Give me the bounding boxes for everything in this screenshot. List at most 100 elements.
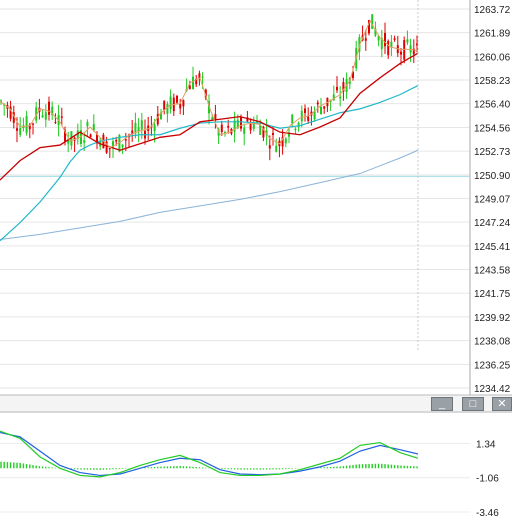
candle-body — [92, 124, 95, 131]
candle-body — [272, 132, 274, 135]
price-tick-label: 1236.25 — [474, 360, 511, 371]
candle-body — [288, 132, 290, 137]
candle-body — [358, 37, 361, 52]
candle-body — [115, 139, 118, 142]
candle-body — [137, 127, 140, 132]
price-tick-label: 1245.41 — [474, 242, 511, 253]
candle-body — [169, 96, 172, 109]
ma-fast-line — [0, 19, 419, 149]
candle-body — [41, 115, 44, 118]
moving-averages — [0, 19, 419, 242]
candle-body — [297, 122, 300, 128]
candle-body — [9, 106, 12, 119]
candle-body — [246, 117, 249, 122]
candle-body — [211, 117, 214, 120]
candle-body — [220, 124, 223, 133]
price-tick-label: 1234.42 — [474, 384, 511, 395]
candle-body — [281, 137, 284, 147]
candle-body — [44, 112, 47, 120]
candle-body — [352, 72, 354, 79]
price-tick-label: 1261.89 — [474, 29, 511, 40]
candle-body — [131, 130, 134, 134]
candle-body — [275, 145, 278, 152]
candle-body — [323, 106, 326, 109]
candle-body — [227, 125, 230, 128]
candle-body — [214, 114, 217, 121]
candle-body — [182, 100, 185, 107]
candle-body — [86, 122, 89, 127]
candle-body — [25, 116, 28, 133]
candle-body — [108, 147, 111, 150]
ma-long-line — [0, 149, 419, 241]
maximize-button[interactable]: □ — [462, 397, 484, 411]
candle-body — [32, 123, 34, 125]
price-tick-label: 1260.06 — [474, 52, 511, 63]
candle-body — [236, 119, 239, 129]
candle-body — [16, 128, 18, 131]
candle-body — [291, 114, 294, 124]
indicator-axis-ticks: 1.34 -1.06 -3.46 — [476, 439, 499, 519]
candle-body — [83, 140, 86, 143]
candle-body — [124, 139, 127, 141]
candle-body — [307, 116, 310, 121]
candle-body — [249, 123, 252, 131]
candle-body — [377, 35, 380, 41]
candle-body — [374, 28, 377, 36]
price-tick-label: 1256.40 — [474, 100, 511, 111]
candle-body — [67, 139, 70, 144]
candle-body — [19, 128, 22, 135]
candle-body — [380, 38, 383, 50]
candle-body — [387, 40, 390, 56]
candle-body — [371, 14, 374, 29]
candle-body — [384, 32, 386, 47]
minimize-button[interactable]: _ — [431, 397, 453, 411]
candle-body — [102, 134, 105, 149]
candle-body — [156, 113, 159, 125]
candle-body — [243, 127, 246, 134]
indicator-tick-label: 1.34 — [476, 439, 496, 450]
candle-body — [96, 134, 98, 144]
candle-body — [60, 116, 63, 118]
candle-body — [332, 94, 335, 101]
price-tick-label: 1241.75 — [474, 289, 511, 300]
candle-body — [342, 82, 345, 92]
candle-body — [35, 107, 38, 121]
candle-body — [112, 141, 114, 148]
candle-body — [259, 124, 262, 136]
candle-body — [393, 38, 396, 40]
candle-body — [48, 101, 50, 115]
price-tick-label: 1252.73 — [474, 147, 511, 158]
candle-body — [166, 104, 169, 114]
candle-body — [204, 89, 207, 98]
macd-line — [0, 431, 419, 477]
candle-body — [80, 130, 82, 145]
price-tick-label: 1243.58 — [474, 266, 511, 277]
candle-body — [316, 102, 319, 105]
candle-body — [224, 132, 226, 134]
candle-body — [304, 108, 306, 114]
candle-body — [284, 138, 287, 144]
price-tick-label: 1238.08 — [474, 337, 511, 348]
indicator-tick-label: -3.46 — [476, 508, 499, 519]
candle-body — [179, 103, 182, 109]
candle-body — [265, 130, 268, 136]
price-tick-label: 1239.92 — [474, 313, 511, 324]
candle-body — [240, 117, 242, 129]
candle-body — [262, 126, 265, 138]
candle-body — [364, 38, 367, 41]
price-axis-ticks: 1263.72 1261.89 1260.06 1258.23 1256.40 1254.… — [474, 5, 511, 395]
candle-body — [320, 106, 322, 114]
signal-line — [0, 430, 419, 478]
candle-body — [195, 79, 198, 85]
candle-body — [188, 85, 191, 90]
close-button[interactable]: ✕ — [492, 397, 512, 411]
candle-body — [51, 106, 54, 115]
candle-body — [406, 39, 409, 43]
macd-indicator — [0, 430, 470, 513]
candle-body — [163, 100, 166, 110]
panel-separator — [0, 395, 512, 413]
candle-body — [121, 144, 124, 147]
candle-body — [313, 111, 316, 120]
candle-body — [64, 130, 66, 142]
